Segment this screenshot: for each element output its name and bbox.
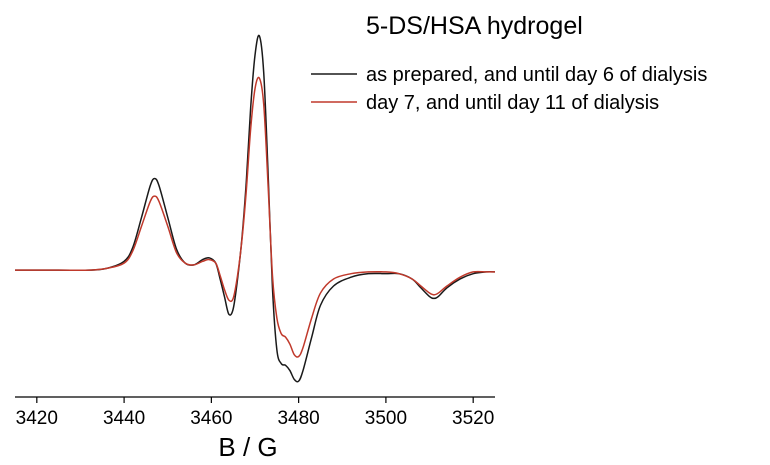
x-axis-title: B / G <box>218 432 277 462</box>
series-line-2 <box>15 76 495 358</box>
x-tick-label: 3440 <box>103 408 145 429</box>
plot-area <box>15 34 496 383</box>
legend-label-2: day 7, and until day 11 of dialysis <box>366 92 659 114</box>
chart-title: 5-DS/HSA hydrogel <box>366 12 583 40</box>
x-tick-label: 3520 <box>452 408 494 429</box>
x-axis-ticks: 3420 3440 3460 3480 3500 3520 <box>16 397 494 429</box>
legend: as prepared, and until day 6 of dialysis… <box>311 64 707 114</box>
x-tick-label: 3460 <box>190 408 232 429</box>
x-tick-label: 3500 <box>365 408 407 429</box>
x-tick-label: 3480 <box>277 408 319 429</box>
x-tick-label: 3420 <box>16 408 58 429</box>
legend-label-1: as prepared, and until day 6 of dialysis <box>366 64 707 86</box>
